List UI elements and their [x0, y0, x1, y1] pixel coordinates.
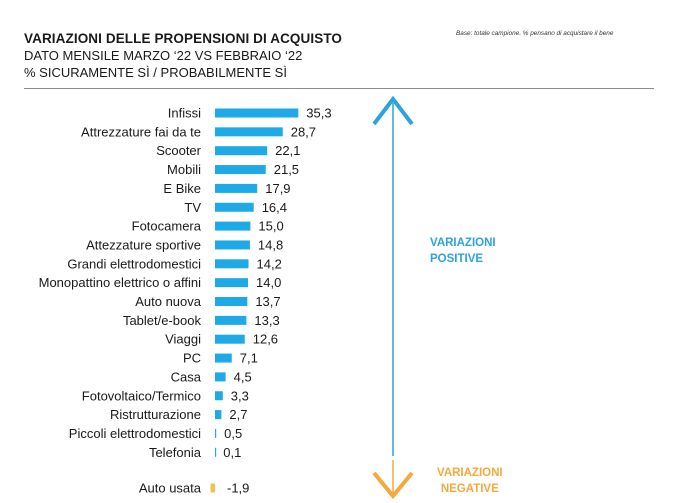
- value-label: 16,4: [262, 200, 287, 215]
- bar: [215, 353, 232, 363]
- value-label: 0,5: [224, 426, 242, 441]
- value-label: 15,0: [258, 219, 283, 234]
- bar: [215, 447, 217, 457]
- down-arrow-icon: [372, 471, 414, 500]
- value-label: 35,3: [306, 106, 331, 121]
- value-label: 14,8: [258, 237, 283, 252]
- up-arrow-icon: [372, 95, 414, 126]
- positive-variations-label: VARIAZIONI POSITIVE: [430, 237, 496, 265]
- bar: [215, 428, 217, 438]
- category-label: Monopattino elettrico o affini: [39, 275, 201, 290]
- value-label: 0,1: [223, 445, 241, 460]
- bar: [215, 146, 268, 156]
- bar: [215, 202, 254, 212]
- value-label: 12,6: [253, 332, 278, 347]
- category-label: Tablet/e-book: [123, 313, 202, 328]
- value-label: 21,5: [274, 162, 299, 177]
- category-label: Ristrutturazione: [110, 407, 201, 422]
- category-label: Fotovoltaico/Termico: [82, 388, 201, 403]
- category-label: Fotocamera: [132, 219, 202, 234]
- header-divider: [24, 88, 654, 89]
- value-label: 3,3: [231, 388, 249, 403]
- category-label: Piccoli elettrodomestici: [69, 426, 201, 441]
- bar: [215, 240, 250, 250]
- category-label: Scooter: [156, 143, 201, 158]
- bar: [210, 483, 215, 493]
- base-note: Base: totale campione. % pensano di acqu…: [456, 30, 614, 37]
- bar: [215, 410, 222, 420]
- category-label: E Bike: [163, 181, 201, 196]
- category-label: Mobili: [167, 162, 201, 177]
- bar: [215, 391, 223, 401]
- value-label: 14,2: [257, 256, 282, 271]
- bar: [215, 334, 245, 344]
- value-label: 7,1: [240, 351, 258, 366]
- value-label: 13,7: [255, 294, 280, 309]
- bar: [215, 297, 248, 306]
- category-label: Auto usata: [139, 481, 202, 496]
- negative-variations-label: VARIAZIONI NEGATIVE: [437, 467, 503, 495]
- bar: [215, 108, 299, 118]
- category-label: PC: [183, 351, 201, 366]
- value-label: 2,7: [229, 407, 247, 422]
- category-label: Infissi: [168, 106, 201, 121]
- bar: [215, 315, 247, 325]
- bar: [215, 372, 226, 382]
- chart-measure-subtitle: % SICURAMENTE SÌ / PROBABILMENTE SÌ: [24, 65, 287, 80]
- category-label: Attrezzature fai da te: [81, 124, 201, 139]
- chart-title: VARIAZIONI DELLE PROPENSIONI DI ACQUISTO: [24, 31, 343, 46]
- value-label: 22,1: [275, 143, 300, 158]
- chart-subtitle: DATO MENSILE MARZO ‘22 VS FEBBRAIO ‘22: [24, 48, 303, 63]
- value-label: 13,3: [254, 313, 279, 328]
- bar: [215, 221, 251, 231]
- value-label: -1,9: [227, 481, 249, 496]
- value-label: 14,0: [256, 275, 281, 290]
- value-label: 4,5: [234, 369, 252, 384]
- bar: [215, 165, 266, 175]
- value-label: 28,7: [291, 124, 316, 139]
- bar: [215, 278, 249, 288]
- category-label: Grandi elettrodomestici: [67, 256, 201, 271]
- category-label: Auto nuova: [135, 294, 202, 309]
- category-label: Viaggi: [165, 332, 201, 347]
- category-label: Casa: [171, 369, 202, 384]
- category-label: Attezzature sportive: [86, 237, 201, 252]
- value-label: 17,9: [265, 181, 290, 196]
- category-label: Telefonia: [149, 445, 202, 460]
- category-label: TV: [184, 200, 201, 215]
- bar: [215, 127, 283, 137]
- bar: [215, 183, 258, 193]
- bar: [215, 259, 249, 269]
